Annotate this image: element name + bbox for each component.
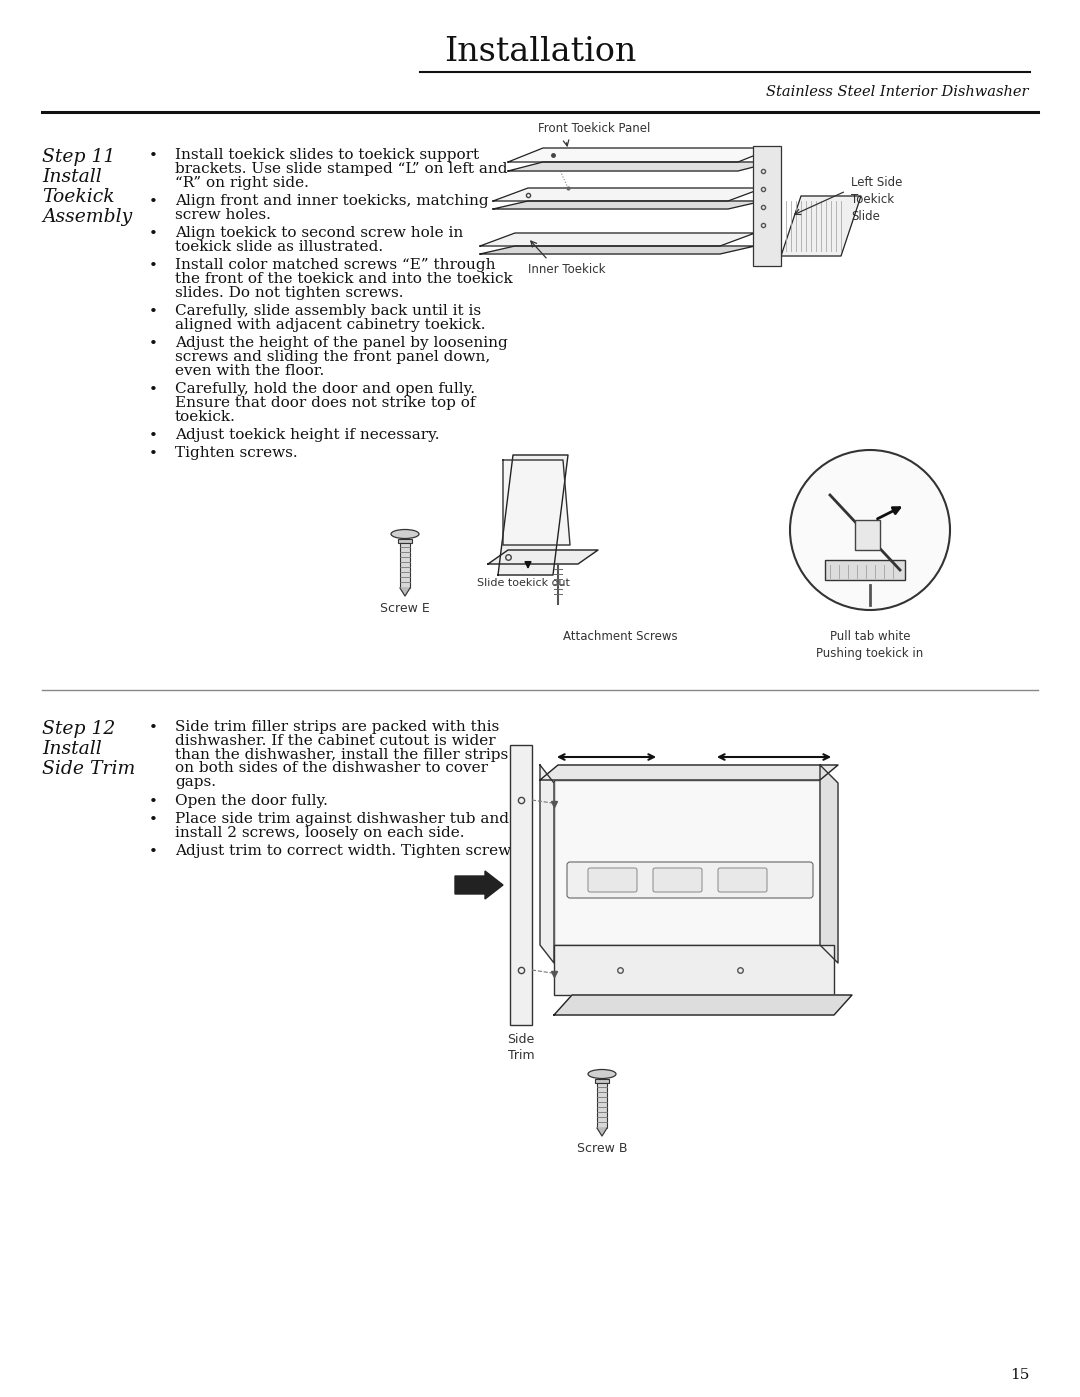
Polygon shape <box>400 588 410 597</box>
Text: Install: Install <box>42 168 102 186</box>
Text: screw holes.: screw holes. <box>175 208 271 222</box>
Text: gaps.: gaps. <box>175 775 216 789</box>
Polygon shape <box>508 162 773 170</box>
Text: Adjust trim to correct width. Tighten screws.: Adjust trim to correct width. Tighten sc… <box>175 844 524 858</box>
Text: •: • <box>149 258 158 272</box>
Text: aligned with adjacent cabinetry toekick.: aligned with adjacent cabinetry toekick. <box>175 317 486 332</box>
FancyBboxPatch shape <box>653 868 702 893</box>
Text: •: • <box>149 149 158 163</box>
FancyBboxPatch shape <box>588 868 637 893</box>
FancyArrow shape <box>455 870 503 900</box>
Text: Carefully, slide assembly back until it is: Carefully, slide assembly back until it … <box>175 305 481 319</box>
Text: Ensure that door does not strike top of: Ensure that door does not strike top of <box>175 395 475 409</box>
Polygon shape <box>781 196 861 256</box>
Text: Align front and inner toekicks, matching: Align front and inner toekicks, matching <box>175 194 488 208</box>
Polygon shape <box>554 995 852 1016</box>
Bar <box>510 745 532 1025</box>
Text: Attachment Screws: Attachment Screws <box>563 630 677 643</box>
Text: dishwasher. If the cabinet cutout is wider: dishwasher. If the cabinet cutout is wid… <box>175 733 496 747</box>
Text: Place side trim against dishwasher tub and: Place side trim against dishwasher tub a… <box>175 812 509 826</box>
Text: Side trim filler strips are packed with this: Side trim filler strips are packed with … <box>175 719 499 733</box>
Text: toekick slide as illustrated.: toekick slide as illustrated. <box>175 240 383 254</box>
Text: Stainless Steel Interior Dishwasher: Stainless Steel Interior Dishwasher <box>766 85 1028 99</box>
Text: than the dishwasher, install the filler strips: than the dishwasher, install the filler … <box>175 747 509 761</box>
Bar <box>825 560 905 580</box>
Text: Step 12: Step 12 <box>42 719 116 738</box>
Text: 15: 15 <box>1011 1368 1030 1382</box>
Text: Installation: Installation <box>444 36 636 68</box>
Text: Left Side
Toekick
Slide: Left Side Toekick Slide <box>851 176 903 224</box>
Polygon shape <box>540 766 554 963</box>
Text: Step 11: Step 11 <box>42 148 116 166</box>
Polygon shape <box>540 766 838 780</box>
Polygon shape <box>488 550 598 564</box>
FancyBboxPatch shape <box>567 862 813 898</box>
Bar <box>554 944 834 995</box>
Text: Install: Install <box>42 740 102 759</box>
Text: •: • <box>149 305 158 319</box>
Text: even with the floor.: even with the floor. <box>175 363 324 377</box>
Text: •: • <box>149 447 158 461</box>
Text: Front Toekick Panel: Front Toekick Panel <box>538 122 650 136</box>
Text: Screw B: Screw B <box>577 1141 627 1155</box>
Text: toekick.: toekick. <box>175 409 235 423</box>
Text: Screw E: Screw E <box>380 602 430 615</box>
Text: slides. Do not tighten screws.: slides. Do not tighten screws. <box>175 286 404 300</box>
Text: •: • <box>149 196 158 210</box>
Text: Open the door fully.: Open the door fully. <box>175 793 328 807</box>
Text: •: • <box>149 721 158 735</box>
Polygon shape <box>480 233 755 246</box>
Text: Side Trim: Side Trim <box>42 760 135 778</box>
Polygon shape <box>480 246 755 254</box>
Polygon shape <box>492 189 762 201</box>
Text: brackets. Use slide stamped “L” on left and: brackets. Use slide stamped “L” on left … <box>175 162 508 176</box>
Text: Install color matched screws “E” through: Install color matched screws “E” through <box>175 258 496 272</box>
Text: Tighten screws.: Tighten screws. <box>175 446 298 460</box>
Bar <box>595 1078 609 1083</box>
Polygon shape <box>503 460 570 545</box>
Polygon shape <box>498 455 568 576</box>
Text: “R” on right side.: “R” on right side. <box>175 176 309 190</box>
Polygon shape <box>597 1127 607 1136</box>
FancyBboxPatch shape <box>718 868 767 893</box>
Text: •: • <box>149 845 158 859</box>
Text: •: • <box>149 383 158 397</box>
Text: Slide toekick out: Slide toekick out <box>476 578 569 588</box>
Text: screws and sliding the front panel down,: screws and sliding the front panel down, <box>175 349 490 363</box>
Bar <box>400 543 410 588</box>
Text: the front of the toekick and into the toekick: the front of the toekick and into the to… <box>175 272 513 286</box>
Text: •: • <box>149 795 158 809</box>
Circle shape <box>789 450 950 610</box>
Text: Assembly: Assembly <box>42 208 132 226</box>
Polygon shape <box>508 148 773 162</box>
Text: Adjust the height of the panel by loosening: Adjust the height of the panel by loosen… <box>175 337 508 351</box>
Bar <box>855 520 880 550</box>
Text: •: • <box>149 429 158 443</box>
Bar <box>399 539 411 543</box>
Text: Inner Toekick: Inner Toekick <box>528 263 606 277</box>
Text: Pull tab white
Pushing toekick in: Pull tab white Pushing toekick in <box>816 630 923 659</box>
Text: •: • <box>149 226 158 242</box>
Text: on both sides of the dishwasher to cover: on both sides of the dishwasher to cover <box>175 761 488 775</box>
Text: Install toekick slides to toekick support: Install toekick slides to toekick suppor… <box>175 148 480 162</box>
Text: •: • <box>149 337 158 351</box>
Text: Side
Trim: Side Trim <box>508 1032 535 1062</box>
Bar <box>753 147 781 265</box>
Bar <box>597 1083 607 1127</box>
Polygon shape <box>492 201 762 210</box>
Polygon shape <box>820 766 838 963</box>
Ellipse shape <box>588 1070 616 1078</box>
Text: install 2 screws, loosely on each side.: install 2 screws, loosely on each side. <box>175 826 464 840</box>
Text: Carefully, hold the door and open fully.: Carefully, hold the door and open fully. <box>175 381 475 395</box>
Text: •: • <box>149 813 158 827</box>
Bar <box>554 780 834 944</box>
Text: Align toekick to second screw hole in: Align toekick to second screw hole in <box>175 226 463 240</box>
Text: Toekick: Toekick <box>42 189 114 205</box>
Text: Adjust toekick height if necessary.: Adjust toekick height if necessary. <box>175 427 440 441</box>
Ellipse shape <box>391 529 419 538</box>
